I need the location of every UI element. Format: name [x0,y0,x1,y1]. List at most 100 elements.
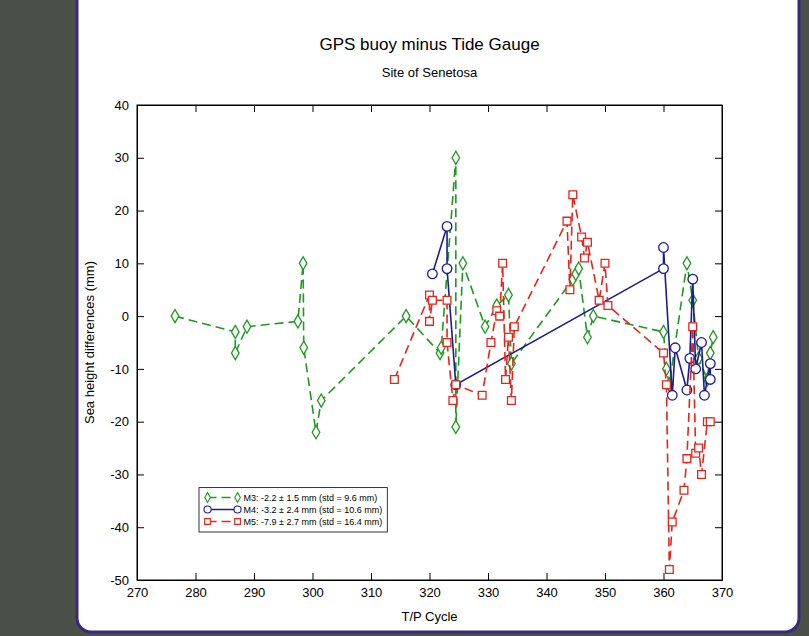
tick: 310 [361,573,383,600]
point [670,343,680,353]
tick [196,105,197,112]
point [590,310,598,323]
point [508,397,516,405]
point [683,455,691,463]
tick-label: 330 [478,585,500,600]
tick-mark [254,573,255,580]
point [569,191,577,199]
tick-mark [715,263,722,264]
tick [254,105,255,112]
tick-label: 370 [712,585,734,600]
point [709,331,717,344]
legend-entries: M3: -2.2 ± 1.5 mm (std = 9.6 mm) M4: -3.2… [204,493,382,527]
point [659,264,669,274]
point [429,296,437,304]
point [496,312,504,320]
point [584,331,592,344]
legend-swatch [208,521,238,523]
tick [715,158,722,159]
tick-mark [715,369,722,370]
tick: 350 [595,573,617,600]
tick [715,474,722,475]
point [707,346,715,359]
legend-label: M4: -3.2 ± 2.4 mm (std = 10.6 mm) [244,505,383,515]
point [665,566,673,574]
x-axis-title: T/P Cycle [401,609,457,624]
point [660,349,668,357]
point [601,259,609,267]
tick-label: 360 [653,585,675,600]
point [700,390,710,400]
point [451,380,461,390]
point [481,320,489,333]
tick [605,105,606,112]
legend-marker [205,519,211,525]
point [502,376,510,384]
point [566,286,574,294]
tick-label: 290 [244,585,266,600]
axis-line [138,106,723,113]
plot-frame [137,105,722,580]
tick-mark [547,573,548,580]
tick-label: 350 [595,585,617,600]
point [487,339,495,347]
tick-label: 310 [361,585,383,600]
tick-label: 320 [419,585,441,600]
point [231,325,239,338]
y-axis [715,106,723,581]
y-axis-title: Sea height differences (mm) [82,261,97,424]
tick: 30 [115,150,144,165]
tick [715,263,722,264]
point [698,471,706,479]
axis-line [138,573,723,581]
tick: 20 [115,203,144,218]
tick [664,105,665,112]
chart-svg: GPS buoy minus Tide GaugeSite of Senetos… [0,0,809,636]
tick-mark [605,573,606,580]
tick [313,105,314,112]
tick-mark [137,316,144,317]
point [581,254,589,262]
tick-mark [137,474,144,475]
tick-mark [715,105,722,106]
point [680,486,688,494]
point [595,296,603,304]
tick-label: 300 [302,585,324,600]
tick-mark [715,158,722,159]
point [294,315,302,328]
tick-label: -10 [110,362,129,377]
tick-label: 280 [185,585,207,600]
tick [715,211,722,212]
point [505,333,513,341]
tick-label: 340 [536,585,558,600]
series [171,151,717,439]
tick: 330 [478,573,500,600]
tick-label: 40 [115,98,129,113]
legend-marker [235,519,241,525]
point [667,390,677,400]
tick-mark [371,573,372,580]
tick-label: 30 [115,150,129,165]
tick-label: 20 [115,203,129,218]
point [443,339,451,347]
tick [430,105,431,112]
point [584,238,592,246]
point [668,518,676,526]
tick: -10 [110,362,144,377]
tick-mark [715,527,722,528]
point [706,375,716,385]
legend-item: M3: -2.2 ± 1.5 mm (std = 9.6 mm) [205,493,378,503]
tick-mark [313,105,314,112]
tick-mark [605,105,606,112]
point [563,217,571,225]
tick-mark [137,263,144,264]
tick: 320 [419,573,441,600]
tick: -40 [110,520,144,535]
point [171,310,179,323]
tick [715,105,722,106]
tick-mark [137,211,144,212]
point [452,151,460,164]
point [443,296,451,304]
tick: -20 [110,414,144,429]
tick: 40 [115,98,144,113]
